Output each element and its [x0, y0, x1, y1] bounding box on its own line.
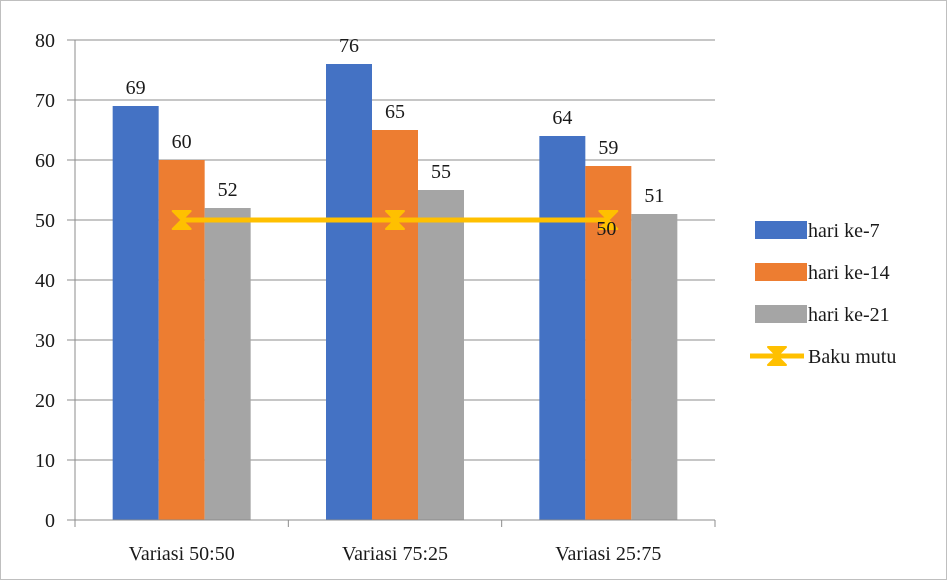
legend-label-baku-mutu: Baku mutu: [808, 346, 896, 368]
legend-marker-baku-mutu: [767, 346, 787, 366]
bars: [112, 64, 678, 520]
data-label-hari-ke-21-variasi-75-25: 55: [431, 161, 451, 183]
data-label-hari-ke-7-variasi-75-25: 76: [339, 35, 359, 57]
y-tick-label-10: 10: [35, 450, 55, 472]
x-tick-label-variasi-50-50: Variasi 50:50: [129, 543, 235, 565]
y-tick-label-0: 0: [45, 510, 55, 532]
data-label-hari-ke-7-variasi-25-75: 64: [552, 107, 572, 129]
baku-mutu-line: [171, 210, 619, 230]
legend-label-hari-ke-14: hari ke-14: [808, 262, 890, 284]
y-tick-label-30: 30: [35, 330, 55, 352]
bar-hari-ke-21-variasi-25-75: [631, 214, 678, 520]
baku-mutu-marker-variasi-25-75: [598, 210, 619, 230]
bar-hari-ke-21-variasi-50-50: [204, 208, 251, 520]
y-tick-label-70: 70: [35, 90, 55, 112]
y-tick-label-50: 50: [35, 210, 55, 232]
x-axis: Variasi 50:50 Variasi 75:25 Variasi 25:75: [74, 519, 716, 565]
y-tick-label-20: 20: [35, 390, 55, 412]
baku-mutu-marker-variasi-75-25: [385, 210, 405, 230]
bar-hari-ke-7-variasi-25-75: [539, 136, 586, 520]
bar-hari-ke-7-variasi-50-50: [112, 106, 159, 520]
data-label-hari-ke-21-variasi-50-50: 52: [218, 179, 238, 201]
legend-swatch-hari-ke-21: [755, 305, 807, 323]
bar-hari-ke-14-variasi-75-25: [372, 130, 418, 520]
legend-swatch-hari-ke-7: [755, 221, 807, 239]
data-label-hari-ke-14-variasi-25-75: 59: [598, 137, 618, 159]
y-tick-label-80: 80: [35, 30, 55, 52]
bar-hari-ke-7-variasi-75-25: [326, 64, 372, 520]
data-label-baku-mutu-variasi-25-75: 50: [596, 218, 616, 240]
legend-label-hari-ke-21: hari ke-21: [808, 304, 890, 326]
data-label-hari-ke-7-variasi-50-50: 69: [126, 77, 146, 99]
data-label-hari-ke-14-variasi-50-50: 60: [172, 131, 192, 153]
data-label-hari-ke-21-variasi-25-75: 51: [644, 185, 664, 207]
x-tick-label-variasi-25-75: Variasi 25:75: [555, 543, 661, 565]
data-label-hari-ke-14-variasi-75-25: 65: [385, 101, 405, 123]
x-tick-label-variasi-75-25: Variasi 75:25: [342, 543, 448, 565]
legend: hari ke-7 hari ke-14 hari ke-21 Baku mutu: [750, 220, 896, 368]
legend-label-hari-ke-7: hari ke-7: [808, 220, 880, 242]
bar-hari-ke-21-variasi-75-25: [418, 190, 464, 520]
y-axis: 0 10 20 30 40 50 60 70 80: [35, 30, 76, 532]
baku-mutu-marker-variasi-50-50: [171, 210, 192, 230]
data-labels: 69 60 52 76 65 55 64 59 51 50: [126, 35, 665, 240]
y-tick-label-60: 60: [35, 150, 55, 172]
legend-swatch-hari-ke-14: [755, 263, 807, 281]
y-tick-label-40: 40: [35, 270, 55, 292]
